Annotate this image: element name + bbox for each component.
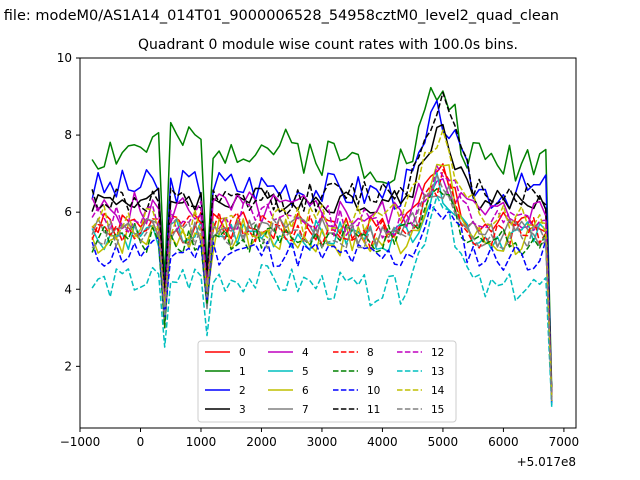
x-tick-label: 1000	[186, 435, 217, 449]
legend-label-3: 3	[239, 404, 246, 416]
x-axis: −1000 0 1000 2000 3000 4000 5000 6000 7000	[60, 428, 579, 449]
series-line-14	[91, 129, 553, 402]
x-tick-label: 7000	[549, 435, 580, 449]
y-tick-label: 10	[57, 51, 72, 65]
axes-frame	[79, 57, 577, 429]
legend-label-0: 0	[239, 347, 246, 359]
legend-label-4: 4	[302, 347, 309, 359]
legend-label-10: 10	[367, 385, 380, 397]
y-tick-label: 4	[64, 282, 72, 296]
plot-area: −1000 0 1000 2000 3000 4000 5000 6000 7000 2 4 6 8 1…	[57, 51, 579, 469]
legend-label-2: 2	[239, 385, 246, 397]
y-axis: 2 4 6 8 10	[57, 51, 80, 373]
legend-label-1: 1	[239, 366, 246, 378]
chart-title: Quadrant 0 module wise count rates with …	[138, 37, 518, 53]
legend-label-15: 15	[431, 404, 444, 416]
legend-label-14: 14	[431, 385, 445, 397]
series-line-1	[91, 86, 553, 394]
y-tick-label: 8	[64, 128, 72, 142]
series-group	[91, 86, 553, 409]
suptitle: n file: modeM0/AS1A14_014T01_9000006528_…	[0, 8, 559, 24]
x-tick-label: 6000	[488, 435, 519, 449]
series-line-9	[91, 187, 553, 402]
legend-label-7: 7	[302, 404, 309, 416]
y-tick-label: 6	[64, 205, 72, 219]
x-tick-label: 3000	[307, 435, 338, 449]
legend-label-12: 12	[431, 347, 444, 359]
legend-frame	[197, 340, 457, 423]
x-tick-label: −1000	[60, 435, 101, 449]
legend-label-6: 6	[302, 385, 309, 397]
legend-label-5: 5	[302, 366, 309, 378]
series-line-13	[91, 195, 553, 409]
series-line-10	[91, 203, 553, 405]
legend-label-8: 8	[367, 347, 374, 359]
x-tick-label: 5000	[428, 435, 459, 449]
y-tick-label: 2	[64, 359, 72, 373]
series-line-12	[91, 165, 553, 402]
x-tick-label: 4000	[367, 435, 398, 449]
legend-label-11: 11	[367, 404, 380, 416]
legend-label-9: 9	[367, 366, 374, 378]
x-tick-label: 0	[137, 435, 145, 449]
x-tick-label: 2000	[246, 435, 277, 449]
x-offset-label: +5.017e8	[517, 455, 576, 469]
legend-label-13: 13	[431, 366, 444, 378]
series-line-11	[91, 91, 553, 398]
series-line-15	[91, 173, 553, 402]
